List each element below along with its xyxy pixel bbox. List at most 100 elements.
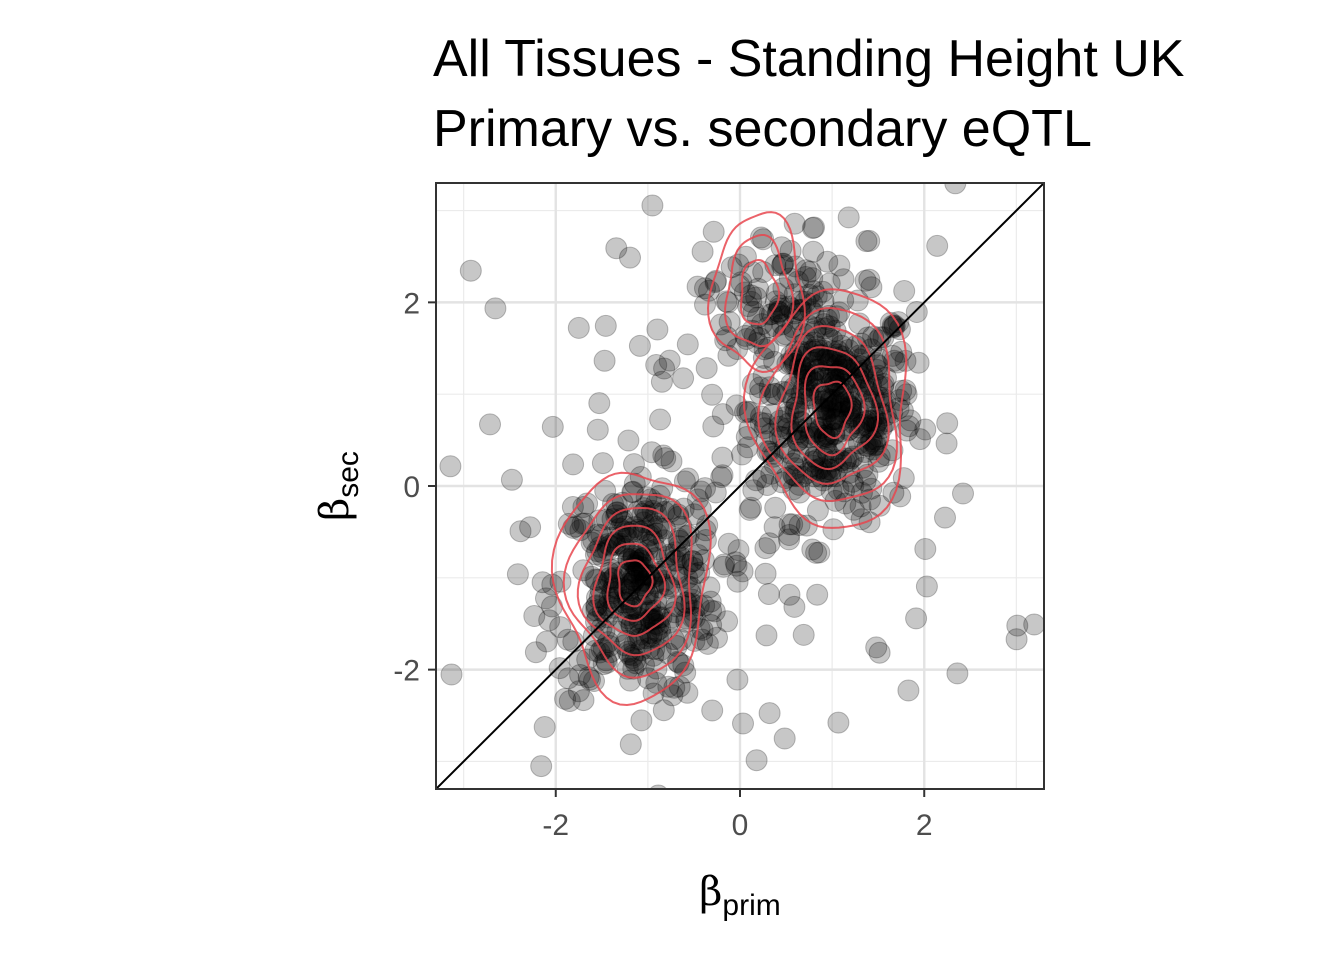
data-point: [691, 240, 714, 263]
data-point: [630, 709, 653, 732]
data-point: [652, 699, 675, 722]
data-point: [826, 391, 849, 414]
data-point: [808, 541, 831, 564]
data-point: [725, 554, 748, 577]
data-point: [788, 514, 811, 536]
data-point: [650, 370, 673, 393]
y-tick-label: 0: [403, 471, 420, 504]
data-point: [636, 504, 659, 527]
data-point: [694, 293, 716, 316]
data-point: [594, 314, 617, 337]
data-point: [706, 626, 728, 649]
data-point: [584, 568, 607, 591]
data-point: [802, 364, 825, 387]
data-point: [641, 194, 664, 217]
data-point: [865, 636, 888, 659]
y-axis-title: βsec: [312, 451, 365, 521]
data-point: [711, 464, 734, 487]
data-point: [576, 492, 599, 515]
data-point: [625, 652, 647, 675]
identity-line: [436, 183, 1044, 789]
data-point: [801, 217, 824, 239]
data-point: [620, 561, 643, 584]
data-point: [823, 423, 846, 446]
data-point: [439, 455, 462, 478]
data-point: [788, 481, 811, 504]
density-contour: [756, 307, 898, 503]
data-point: [814, 407, 837, 430]
data-point: [805, 541, 828, 564]
data-point: [897, 415, 920, 438]
data-point: [869, 326, 892, 349]
data-point: [632, 511, 655, 534]
data-point: [672, 367, 695, 390]
x-tick-label: 2: [916, 809, 933, 842]
data-point: [865, 412, 888, 435]
data-point: [848, 416, 871, 439]
data-point: [784, 457, 807, 480]
data-point: [822, 518, 845, 541]
data-point: [687, 544, 710, 566]
data-point: [459, 259, 482, 282]
data-point: [617, 548, 640, 571]
data-point: [829, 410, 852, 433]
data-point: [617, 429, 640, 452]
data-point: [750, 405, 772, 428]
data-point: [681, 550, 704, 573]
data-point: [830, 349, 853, 372]
data-point: [737, 295, 760, 318]
data-point: [854, 469, 877, 492]
data-point: [776, 417, 798, 440]
data-point: [811, 390, 834, 413]
data-point: [806, 448, 829, 471]
data-point: [594, 479, 617, 502]
data-point: [623, 554, 646, 576]
density-contour: [803, 365, 866, 457]
data-point: [562, 453, 585, 476]
data-point: [778, 442, 801, 465]
density-contour: [576, 507, 686, 657]
data-point: [605, 577, 628, 600]
data-point: [616, 585, 639, 608]
data-point: [639, 599, 662, 622]
data-point: [661, 684, 684, 707]
data-point: [700, 614, 723, 636]
data-point: [784, 449, 807, 471]
data-point: [781, 513, 804, 536]
data-point: [745, 286, 768, 309]
data-point: [804, 359, 827, 382]
data-point: [677, 467, 700, 490]
data-point: [569, 664, 592, 686]
data-point: [533, 716, 556, 738]
data-point: [500, 468, 523, 491]
data-point: [556, 628, 579, 651]
data-point: [934, 506, 956, 529]
density-contour: [742, 288, 908, 529]
density-contour: [774, 324, 890, 485]
data-point: [823, 422, 846, 445]
data-point: [735, 426, 758, 448]
data-point: [711, 403, 734, 426]
data-point: [733, 281, 756, 304]
data-point: [704, 481, 727, 504]
data-point: [662, 628, 685, 651]
data-point: [638, 524, 661, 547]
data-point: [631, 574, 654, 596]
data-point: [644, 599, 667, 622]
data-point: [827, 375, 850, 398]
data-point: [629, 556, 652, 579]
data-point: [726, 570, 749, 593]
data-point: [622, 657, 645, 680]
data-point: [840, 447, 863, 470]
data-point: [716, 610, 739, 633]
data-point: [816, 428, 839, 451]
data-point: [523, 605, 546, 627]
data-point: [813, 404, 836, 427]
data-point: [524, 641, 547, 664]
data-point: [763, 382, 786, 405]
data-point: [787, 418, 810, 441]
data-point: [850, 414, 873, 437]
data-point: [738, 498, 761, 521]
data-point: [799, 260, 822, 283]
data-point: [823, 374, 846, 397]
